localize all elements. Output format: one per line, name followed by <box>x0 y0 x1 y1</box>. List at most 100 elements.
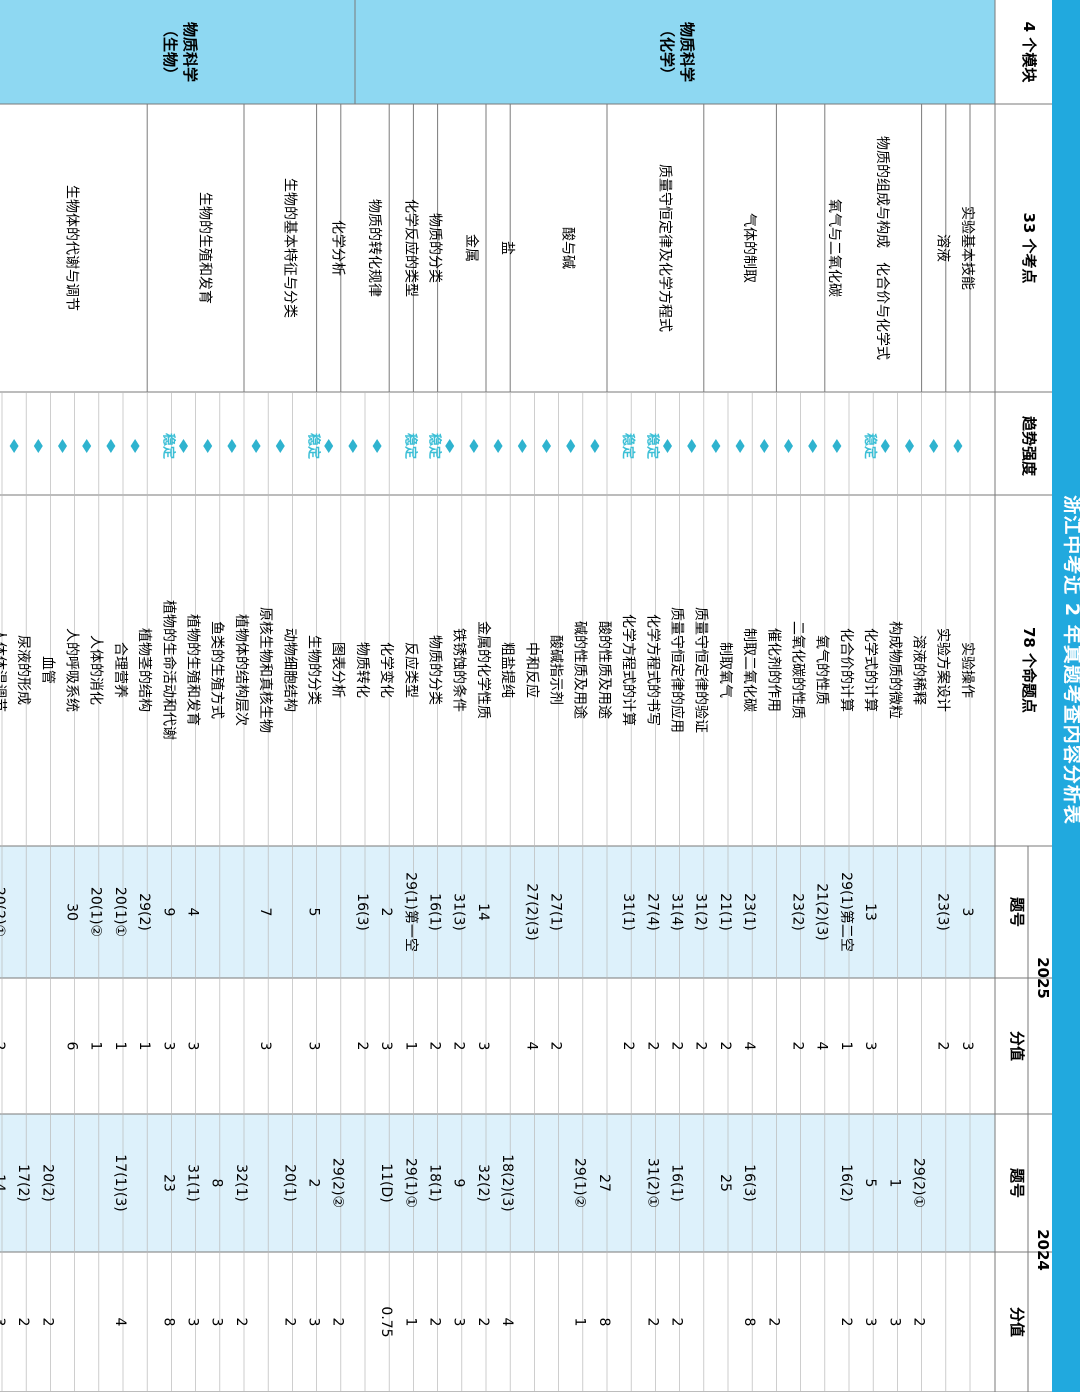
qnum-2024-cell: 20(2) <box>39 1164 55 1202</box>
topic-cell: 化学方程式的计算 <box>620 614 636 726</box>
score-2024-cell: 3 <box>185 1318 201 1327</box>
exam-point: 物质的组成与构成 化合价与化学式 <box>874 136 890 360</box>
trend-arrow-icon <box>880 439 890 453</box>
header-qnum-2025: 题号 <box>1008 897 1026 927</box>
score-2024-cell: 1 <box>572 1318 588 1327</box>
table-row: 化学式的计算 稳定 13 3 5 3 <box>862 433 878 1326</box>
qnum-2025-cell: 20(1)② <box>88 887 104 937</box>
table-row: 植物茎的结构 29(2) 1 <box>130 439 152 1050</box>
exam-point: 化学反应的类型 <box>402 199 419 297</box>
score-2024-cell: 8 <box>741 1318 757 1327</box>
score-2025-cell: 2 <box>427 1042 443 1051</box>
table-row: 氧气的性质 21(2)(3) 4 <box>808 439 830 1051</box>
topic-cell: 实验方案设计 <box>935 628 952 712</box>
qnum-2025-cell: 5 <box>306 908 322 917</box>
score-2025-cell: 3 <box>257 1042 273 1051</box>
qnum-2024-cell: 27 <box>596 1174 612 1192</box>
module-header-band <box>0 0 995 104</box>
score-2025-cell: 3 <box>378 1042 394 1051</box>
trend-arrow-icon <box>179 439 188 453</box>
score-2025-cell: 2 <box>935 1042 951 1051</box>
table-grid <box>0 0 1052 1393</box>
topic-cell: 溶液的稀释 <box>911 635 927 705</box>
score-2024-cell: 3 <box>209 1318 225 1327</box>
trend-arrow-icon <box>469 439 479 453</box>
table-row: 化学方程式的计算 稳定 31(1) 2 <box>620 433 636 1050</box>
exam-point: 溶液 <box>935 234 951 262</box>
qnum-2024-cell: 25 <box>717 1174 733 1192</box>
header-column-band <box>995 0 1052 1392</box>
score-2025-cell: 1 <box>88 1042 104 1051</box>
trend-arrow-icon <box>82 439 92 453</box>
qnum-2025-cell: 23(2) <box>790 893 806 931</box>
qnum-2025-cell: 3 <box>959 908 975 917</box>
table-row: 质量守恒定律的应用 31(4) 2 16(1) 2 <box>663 439 686 1326</box>
qnum-2024-cell: 23 <box>160 1174 176 1192</box>
topic-cell: 血管 <box>39 656 55 684</box>
module-biology-name: 物质科学 <box>181 22 199 82</box>
score-2025-cell: 6 <box>64 1042 80 1051</box>
score-2024-cell: 2 <box>233 1318 249 1327</box>
topic-cell: 人体体温调节 <box>0 628 7 712</box>
topic-cell: 催化剂的作用 <box>765 628 781 712</box>
header-year-2024: 2024 <box>1034 1229 1052 1271</box>
table-row: 粗盐提纯 18(2)(3) 4 <box>493 439 515 1327</box>
topic-cell: 铁锈蚀的条件 <box>451 628 468 712</box>
qnum-2025-cell: 30 <box>64 903 80 921</box>
trend-arrow-icon <box>372 439 382 453</box>
topic-cell: 人的呼吸系统 <box>64 628 80 712</box>
topic-cell: 构成物质的微粒 <box>886 621 902 719</box>
topic-rows: 实验操作33实验方案设计23(3)2溶液的稀释29(2)①2构成物质的微粒13化… <box>0 433 975 1338</box>
table-row: 二氧化碳的性质 23(2) 2 <box>784 439 806 1050</box>
qnum-2024-cell: 5 <box>862 1179 878 1188</box>
qnum-2025-cell: 29(2) <box>136 893 152 931</box>
trend-arrow-icon <box>687 439 697 453</box>
topic-cell: 制取氧气 <box>717 642 733 698</box>
trend-arrow-icon <box>227 439 237 453</box>
exam-point: 实验基本技能 <box>959 206 976 290</box>
trend-arrow-icon <box>251 439 261 453</box>
qnum-2025-cell: 13 <box>862 903 878 921</box>
qnum-2024-cell: 29(2)① <box>911 1158 927 1208</box>
qnum-2025-cell: 16(1) <box>427 893 443 931</box>
qnum-2024-cell: 18(1) <box>427 1164 443 1202</box>
qnum-2025-cell: 23(1) <box>741 893 757 931</box>
table-row: 碱的性质及用途 29(1)② 1 <box>566 439 589 1326</box>
trend-label: 稳定 <box>160 433 176 459</box>
score-2025-cell: 1 <box>112 1042 128 1051</box>
trend-arrow-icon <box>348 439 358 453</box>
table-row: 铁锈蚀的条件 31(3) 2 9 3 <box>445 439 468 1326</box>
table-row: 反应类型 稳定 29(1)第一空 1 29(1)① 1 <box>402 433 419 1326</box>
band-2024-qnum <box>0 1114 995 1252</box>
qnum-2024-cell: 20(1) <box>281 1164 297 1202</box>
table-row: 尿液的形成 17(2) 2 <box>9 439 31 1326</box>
table-row: 金属的化学性质 14 3 32(2) 2 <box>469 439 491 1326</box>
score-2024-cell: 2 <box>911 1318 927 1327</box>
qnum-2025-cell: 31(3) <box>451 893 467 931</box>
trend-arrow-icon <box>953 439 963 453</box>
table-row: 构成物质的微粒 1 3 <box>880 439 902 1326</box>
topic-cell: 鱼类的生殖方式 <box>209 621 226 719</box>
score-2024-cell: 2 <box>644 1318 660 1327</box>
qnum-2024-cell: 2 <box>306 1179 322 1188</box>
qnum-2025-cell: 20(1)① <box>112 887 128 937</box>
score-2025-cell: 2 <box>354 1042 370 1051</box>
table-row: 植物的生殖和发育 4 3 31(1) 3 <box>179 439 202 1326</box>
topic-cell: 反应类型 <box>402 642 419 698</box>
score-2024-cell: 0.75 <box>378 1306 394 1337</box>
score-2024-cell: 4 <box>499 1318 515 1327</box>
score-2025-cell: 3 <box>862 1042 878 1051</box>
qnum-2025-cell: 16(3) <box>354 893 370 931</box>
score-2024-cell: 2 <box>475 1318 491 1327</box>
score-2024-cell: 2 <box>330 1318 346 1327</box>
topic-cell: 酸的性质及用途 <box>596 621 613 719</box>
table-row: 原核生物和真核生物 7 3 <box>251 439 273 1051</box>
exam-point: 金属 <box>463 234 479 262</box>
table-row: 催化剂的作用 2 <box>759 439 781 1326</box>
score-2025-cell: 2 <box>620 1042 636 1051</box>
topic-cell: 酸碱指示剂 <box>548 635 564 705</box>
qnum-2024-cell: 16(3) <box>741 1164 757 1202</box>
